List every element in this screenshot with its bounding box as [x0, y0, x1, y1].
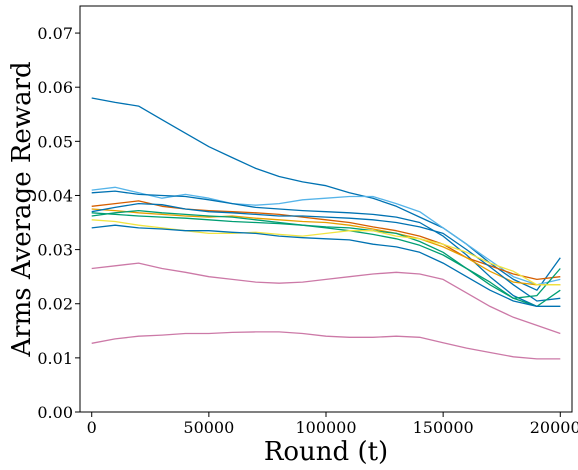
series-line-8: [91, 212, 561, 299]
y-axis-title: Arms Average Reward: [7, 61, 37, 357]
x-tick-label: 50000: [183, 418, 234, 437]
y-tick-label: 0.05: [37, 132, 73, 151]
plot-frame: [79, 5, 573, 413]
series-line-2: [91, 186, 561, 286]
series-line-1: [91, 97, 561, 291]
series-line-6: [91, 202, 561, 302]
series-line-9: [91, 219, 561, 286]
x-axis-title: Round (t): [264, 437, 388, 467]
x-tick-label: 0: [87, 418, 97, 437]
series-line-11: [91, 262, 561, 335]
series-line-3: [91, 190, 561, 308]
y-tick-label: 0.03: [37, 241, 73, 260]
y-tick-label: 0.07: [37, 24, 73, 43]
series-line-12: [91, 331, 561, 360]
y-tick-label: 0.00: [37, 403, 73, 422]
series-line-10: [91, 224, 561, 308]
x-tick-label: 150000: [413, 418, 474, 437]
x-tick-label: 100000: [295, 418, 356, 437]
series-line-5: [91, 208, 561, 286]
series-line-4: [91, 200, 561, 281]
y-tick-label: 0.04: [37, 186, 73, 205]
series-layer: [91, 97, 561, 360]
series-line-7: [91, 209, 561, 308]
y-tick-label: 0.01: [37, 349, 73, 368]
y-tick-label: 0.02: [37, 295, 73, 314]
y-tick-label: 0.06: [37, 78, 73, 97]
